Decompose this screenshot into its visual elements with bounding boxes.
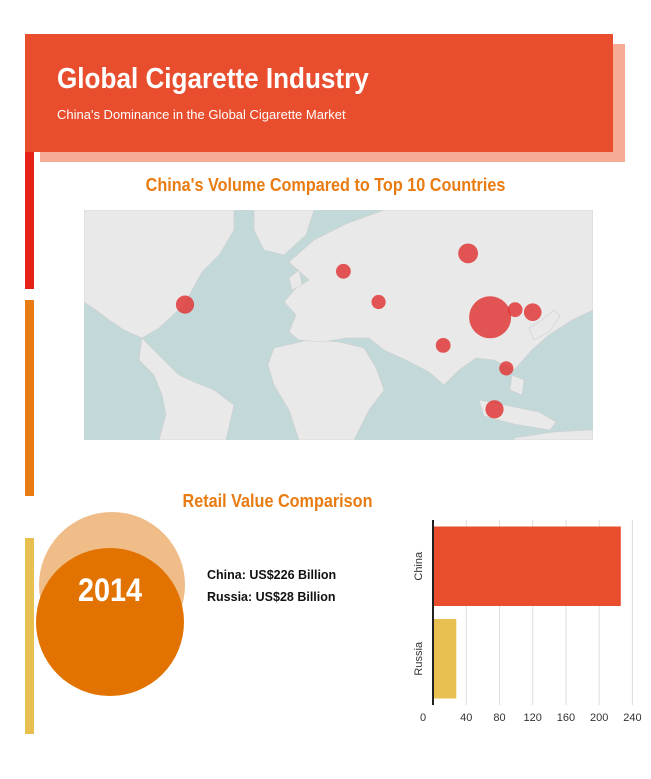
map-bubble-united-states bbox=[175, 295, 195, 314]
map-bubble-turkey bbox=[371, 294, 386, 310]
side-accent-red bbox=[25, 152, 34, 289]
retail-bar-chart: 0 40 80 120 160 200 240 China Russia bbox=[413, 520, 642, 724]
x-tick-label: 40 bbox=[460, 712, 472, 724]
bar-russia bbox=[433, 619, 457, 699]
russia-retail-stat: Russia: US$28 Billion bbox=[207, 590, 336, 604]
map-bubble-japan bbox=[523, 303, 542, 321]
side-accent-orange bbox=[25, 300, 34, 496]
year-circle bbox=[36, 548, 184, 696]
y-category-label: China bbox=[413, 551, 425, 581]
side-accent-yellow bbox=[25, 538, 34, 734]
map-land bbox=[84, 210, 593, 440]
x-tick-label: 160 bbox=[557, 712, 575, 724]
page-subtitle: China's Dominance in the Global Cigarett… bbox=[57, 107, 346, 122]
world-map bbox=[84, 210, 593, 440]
y-category-label: Russia bbox=[413, 641, 425, 676]
header-banner bbox=[25, 34, 613, 152]
bar-china bbox=[433, 526, 621, 606]
china-retail-stat: China: US$226 Billion bbox=[207, 568, 337, 582]
map-bubble-south-korea bbox=[507, 302, 523, 318]
map-bubble-indonesia bbox=[485, 400, 504, 419]
map-bubble-germany bbox=[336, 263, 351, 279]
x-tick-label: 200 bbox=[590, 712, 608, 724]
retail-section-title: Retail Value Comparison bbox=[182, 491, 373, 511]
map-bubble-china bbox=[469, 296, 512, 339]
x-tick-label: 240 bbox=[623, 712, 641, 724]
bubble-layer bbox=[175, 243, 542, 419]
x-tick-label: 80 bbox=[493, 712, 505, 724]
x-tick-label: 0 bbox=[420, 712, 426, 724]
year-label: 2014 bbox=[77, 572, 143, 608]
x-tick-label: 120 bbox=[524, 712, 542, 724]
page-title: Global Cigarette Industry bbox=[57, 63, 369, 95]
map-bubble-russia bbox=[458, 243, 478, 264]
map-section-title: China's Volume Compared to Top 10 Countr… bbox=[145, 175, 506, 195]
map-bubble-philippines bbox=[499, 361, 514, 376]
map-bubble-india bbox=[435, 338, 451, 353]
